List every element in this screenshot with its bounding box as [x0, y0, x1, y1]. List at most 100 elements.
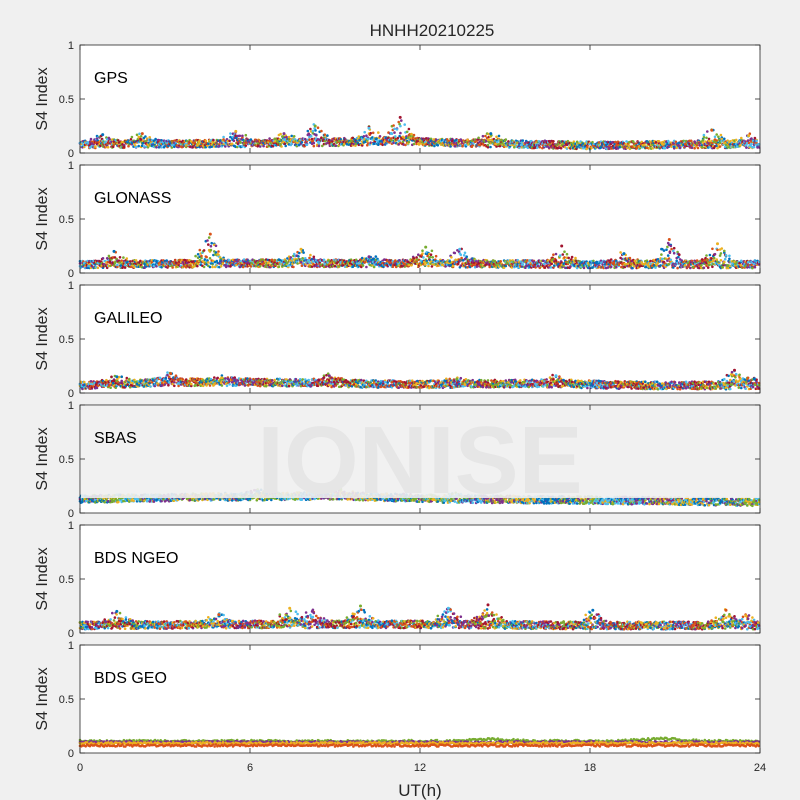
data-point [306, 129, 310, 133]
data-point [140, 144, 144, 148]
data-point [209, 248, 213, 252]
data-point [207, 236, 211, 239]
data-point [710, 257, 713, 260]
data-point [372, 265, 376, 269]
data-point [393, 131, 396, 134]
data-point [409, 135, 412, 138]
data-point [412, 133, 416, 137]
data-point [307, 132, 311, 136]
peak-point [716, 242, 719, 246]
data-point [740, 136, 743, 140]
peak-point [710, 128, 714, 132]
data-point [211, 265, 214, 269]
data-point [404, 143, 407, 147]
data-point [287, 135, 291, 139]
data-point [106, 145, 110, 149]
data-point [268, 137, 271, 140]
data-point [609, 265, 613, 269]
peak-point [208, 232, 212, 236]
system-label: GLONASS [94, 190, 171, 207]
data-point [89, 380, 93, 383]
data-point [481, 134, 485, 138]
y-tick-label: 0.5 [59, 214, 74, 226]
data-point [135, 133, 139, 137]
data-point [450, 255, 453, 259]
data-point [672, 251, 676, 255]
data-point [649, 259, 652, 263]
data-point [371, 131, 375, 135]
data-point [723, 257, 727, 261]
y-tick-label: 0 [68, 268, 74, 280]
data-point [713, 252, 717, 256]
data-point [366, 137, 370, 141]
data-point [235, 136, 238, 140]
data-point [563, 256, 566, 259]
data-point [574, 256, 577, 260]
data-point [309, 134, 313, 138]
data-point [362, 135, 366, 138]
data-point [320, 129, 323, 133]
data-point [454, 258, 458, 262]
data-point [745, 146, 748, 149]
data-point [669, 244, 673, 248]
data-point [352, 142, 356, 146]
data-point [202, 249, 206, 252]
data-point [433, 144, 436, 148]
data-point [717, 135, 720, 139]
data-point [241, 144, 244, 148]
data-point [173, 145, 176, 149]
data-point [428, 255, 432, 259]
data-point [705, 136, 708, 140]
data-point [126, 260, 129, 264]
data-point [390, 132, 394, 135]
data-point [109, 386, 112, 390]
data-point [427, 264, 430, 268]
data-point [394, 135, 397, 138]
data-point [308, 138, 311, 141]
data-point [290, 142, 294, 145]
data-point [659, 264, 662, 267]
data-point [310, 137, 314, 141]
data-point [586, 145, 589, 149]
peak-point [282, 132, 286, 136]
data-point [204, 139, 208, 143]
y-tick-label: 1 [68, 160, 74, 172]
data-point [296, 141, 299, 145]
data-point [618, 145, 621, 149]
data-point [292, 135, 296, 138]
data-point [715, 133, 718, 136]
data-point [728, 257, 731, 261]
data-point [239, 141, 242, 144]
data-point [755, 139, 758, 143]
data-point [194, 254, 197, 258]
peak-point [560, 244, 564, 248]
data-point [552, 253, 555, 256]
data-point [312, 144, 316, 148]
data-point [302, 251, 305, 254]
peak-point [458, 247, 462, 251]
data-point [320, 136, 323, 139]
data-point [130, 135, 134, 139]
peak-point [367, 255, 371, 259]
data-point [431, 255, 435, 259]
data-point [718, 145, 722, 148]
data-point [484, 134, 487, 138]
y-axis-label: S4 Index [34, 67, 51, 130]
data-point [392, 124, 395, 127]
data-point [429, 253, 433, 256]
data-point [753, 136, 757, 140]
data-point [374, 255, 378, 258]
data-point [232, 139, 236, 143]
data-point [230, 142, 234, 146]
data-point [676, 266, 679, 270]
data-point [160, 146, 163, 149]
data-point [361, 264, 365, 267]
data-point [279, 143, 282, 146]
data-point [311, 129, 315, 133]
data-point [369, 131, 373, 135]
data-point [398, 259, 401, 262]
data-point [116, 263, 119, 267]
data-point [666, 245, 669, 249]
data-point [708, 253, 712, 257]
data-point [244, 133, 248, 137]
